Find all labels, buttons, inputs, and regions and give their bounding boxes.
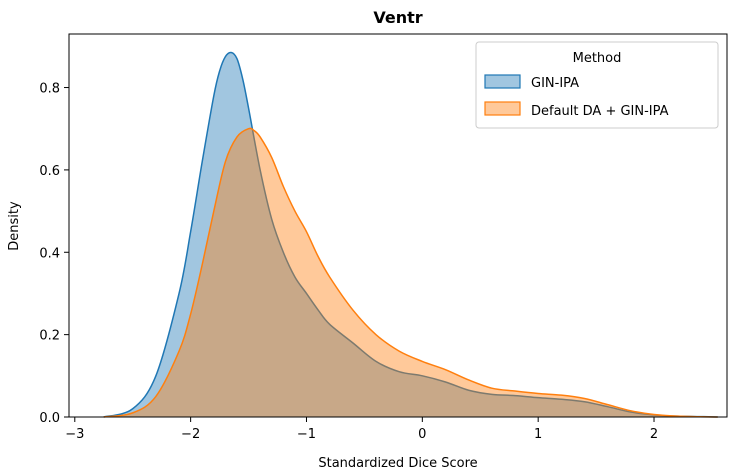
- y-tick-label: 0.0: [39, 411, 60, 426]
- axes-frame: [68, 33, 728, 418]
- y-tick-label: 0.2: [39, 329, 60, 344]
- legend-box: [475, 41, 719, 129]
- y-tick-label: 0.8: [39, 82, 60, 97]
- x-axis-label: Standardized Dice Score: [318, 456, 477, 471]
- legend: Method GIN-IPA Default DA + GIN-IPA: [475, 41, 719, 129]
- density-line-default-da-gin-ipa: [103, 127, 718, 418]
- x-tick-label: −3: [65, 427, 84, 442]
- x-tick-label: 1: [534, 427, 542, 442]
- density-area-gin-ipa: [103, 52, 718, 417]
- y-axis: 0.0 0.2 0.4 0.6 0.8: [39, 82, 69, 426]
- legend-label-default-da-gin-ipa: Default DA + GIN-IPA: [531, 104, 669, 119]
- plot-area: [103, 51, 718, 418]
- legend-swatch-gin-ipa: [484, 74, 521, 89]
- x-tick-label: −2: [181, 427, 200, 442]
- legend-swatch-default-da-gin-ipa: [484, 101, 521, 116]
- legend-label-gin-ipa: GIN-IPA: [531, 76, 579, 91]
- y-axis-label: Density: [7, 201, 22, 251]
- density-area-default-da-gin-ipa: [103, 128, 718, 417]
- x-tick-label: −1: [297, 427, 316, 442]
- x-tick-label: 0: [418, 427, 426, 442]
- y-tick-label: 0.4: [39, 246, 60, 261]
- x-axis: −3 −2 −1 0 1 2: [65, 417, 658, 442]
- chart-title: Ventr: [373, 8, 422, 27]
- legend-title: Method: [573, 51, 622, 66]
- x-tick-label: 2: [650, 427, 658, 442]
- y-tick-label: 0.6: [39, 164, 60, 179]
- density-line-gin-ipa: [103, 51, 718, 418]
